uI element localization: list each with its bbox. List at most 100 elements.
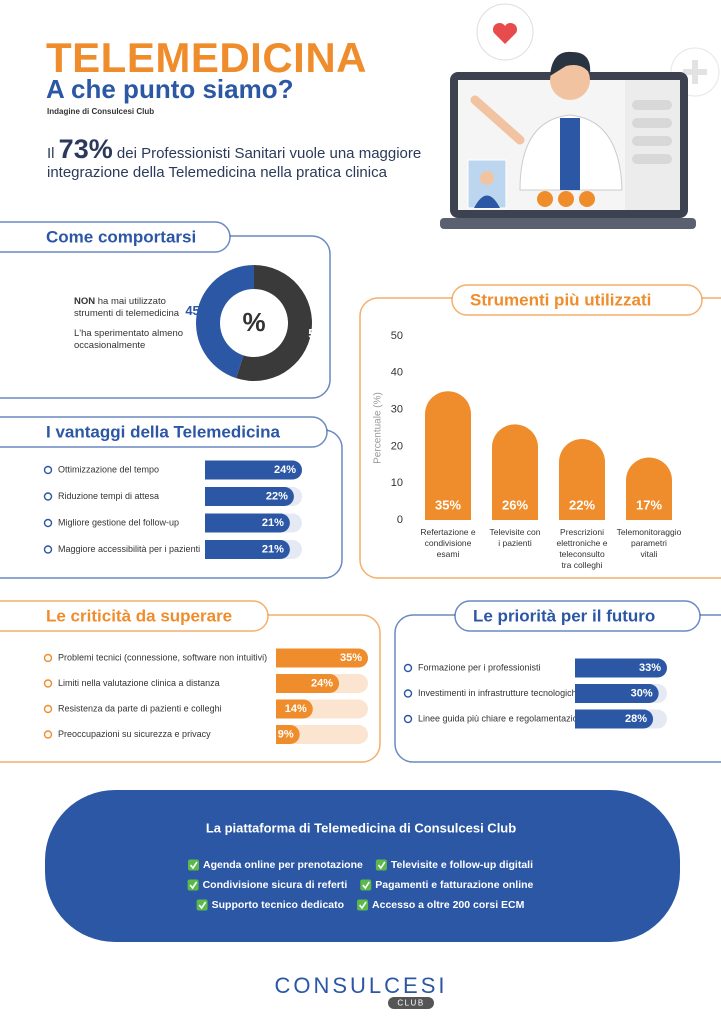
item-label: Resistenza da parte di pazienti e colleg… bbox=[58, 703, 222, 713]
value-label: 35% bbox=[435, 497, 461, 512]
x-tick-label: Prescrizioni elettroniche e teleconsulto tr… bbox=[556, 527, 607, 570]
bar bbox=[276, 674, 340, 693]
section-title: Le criticità da superare bbox=[46, 606, 232, 625]
item-icon bbox=[43, 679, 53, 688]
patient-head bbox=[480, 171, 494, 185]
y-tick-label: 20 bbox=[391, 440, 403, 452]
title-tab bbox=[451, 284, 703, 316]
chat-line bbox=[632, 118, 672, 128]
donut-center: % bbox=[242, 307, 265, 337]
bar bbox=[575, 709, 587, 729]
stat-value: 73% bbox=[58, 134, 113, 164]
value-label: 30% bbox=[631, 687, 653, 699]
y-tick-label: 40 bbox=[391, 367, 403, 379]
value-label: 21% bbox=[262, 543, 284, 555]
value-label: 22% bbox=[266, 490, 288, 502]
item-label: Preoccupazioni su sicurezza e privacy bbox=[58, 729, 211, 739]
bar bbox=[276, 725, 288, 744]
item-icon bbox=[403, 689, 413, 698]
platform-title: La piattaforma di Telemedicina di Consul… bbox=[206, 820, 516, 835]
bar bbox=[205, 540, 290, 559]
call-button bbox=[537, 191, 553, 207]
bar bbox=[559, 439, 605, 520]
bar bbox=[575, 684, 659, 703]
x-tick-label: Refertazione e condivisione esami bbox=[420, 527, 476, 559]
section-title: Le priorità per il futuro bbox=[473, 606, 655, 625]
item-label: Investimenti in infrastrutture tecnologi… bbox=[418, 688, 582, 698]
value-label: 24% bbox=[274, 464, 296, 476]
item-label: Riduzione tempi di attesa bbox=[58, 491, 159, 501]
section-title: Come comportarsi bbox=[46, 227, 196, 246]
item-icon bbox=[403, 714, 413, 724]
title-tab bbox=[0, 416, 328, 448]
value-label: 35% bbox=[340, 652, 362, 664]
doctor-head bbox=[550, 60, 590, 100]
subtitle: A che punto siamo? bbox=[46, 74, 294, 104]
feature: Accesso a oltre 200 corsi ECM bbox=[372, 899, 525, 911]
value-label: 22% bbox=[569, 497, 595, 512]
donut-segment bbox=[236, 265, 313, 381]
value-label: 17% bbox=[636, 497, 662, 512]
item-icon bbox=[43, 704, 53, 714]
check-box bbox=[360, 879, 372, 891]
check-box bbox=[196, 899, 208, 911]
bar bbox=[575, 658, 667, 678]
segment-label: 45 bbox=[185, 303, 199, 318]
bar bbox=[276, 648, 368, 668]
chat-line bbox=[632, 100, 672, 110]
doctor-shirt bbox=[560, 118, 580, 190]
heart-icon bbox=[492, 22, 518, 44]
chat-line bbox=[632, 154, 672, 164]
bar bbox=[575, 684, 587, 703]
item-icon bbox=[43, 518, 53, 528]
item-label: Limiti nella valutazione clinica a dista… bbox=[58, 678, 220, 688]
bar bbox=[205, 460, 302, 480]
y-tick-label: 10 bbox=[391, 477, 403, 489]
laptop-base bbox=[440, 218, 696, 229]
section-title: Strumenti più utilizzati bbox=[470, 290, 651, 309]
chat-line bbox=[632, 136, 672, 146]
legend-text: L'ha sperimentato almeno occasionalmente bbox=[74, 328, 184, 351]
doctor-arm bbox=[470, 95, 525, 145]
bar bbox=[575, 709, 654, 729]
value-label: 21% bbox=[262, 517, 284, 529]
feature: Supporto tecnico dedicato bbox=[212, 899, 344, 911]
call-button bbox=[579, 191, 595, 207]
check-box bbox=[375, 859, 387, 871]
check-mark bbox=[189, 881, 198, 890]
value-label: 14% bbox=[285, 703, 307, 715]
legend-text: ha mai utilizzato strumenti di telemedic… bbox=[74, 296, 180, 319]
value-label: 9% bbox=[278, 728, 294, 740]
logo-sub: CLUB bbox=[397, 999, 424, 1008]
item-label: Formazione per i professionisti bbox=[418, 662, 541, 672]
bar bbox=[205, 513, 217, 533]
bar-track bbox=[276, 725, 368, 744]
item-icon bbox=[43, 492, 53, 501]
check-mark bbox=[198, 901, 207, 910]
title-tab bbox=[0, 221, 231, 253]
section-title: I vantaggi della Telemedicina bbox=[46, 422, 281, 441]
stat-prefix: Il bbox=[47, 145, 55, 162]
legend-bold: NON bbox=[74, 296, 96, 307]
bar bbox=[626, 457, 672, 520]
bar bbox=[425, 391, 471, 520]
check-mark bbox=[358, 901, 367, 910]
check-box bbox=[357, 899, 369, 911]
bar bbox=[575, 658, 587, 678]
plus-icon bbox=[683, 60, 707, 84]
value-label: 33% bbox=[639, 662, 661, 674]
bar bbox=[276, 699, 288, 719]
item-label: Maggiore accessibilità per i pazienti bbox=[58, 544, 200, 554]
title-tab bbox=[454, 600, 701, 632]
y-tick-label: 30 bbox=[391, 404, 403, 416]
source: Indagine di Consulcesi Club bbox=[47, 107, 155, 116]
value-label: 24% bbox=[311, 677, 333, 689]
item-icon bbox=[43, 730, 53, 739]
legend-item: L'ha sperimentato almeno occasionalmente bbox=[74, 328, 204, 352]
item-icon bbox=[403, 663, 413, 673]
item-label: Ottimizzazione del tempo bbox=[58, 464, 159, 474]
item-icon bbox=[43, 545, 53, 554]
call-button bbox=[558, 191, 574, 207]
